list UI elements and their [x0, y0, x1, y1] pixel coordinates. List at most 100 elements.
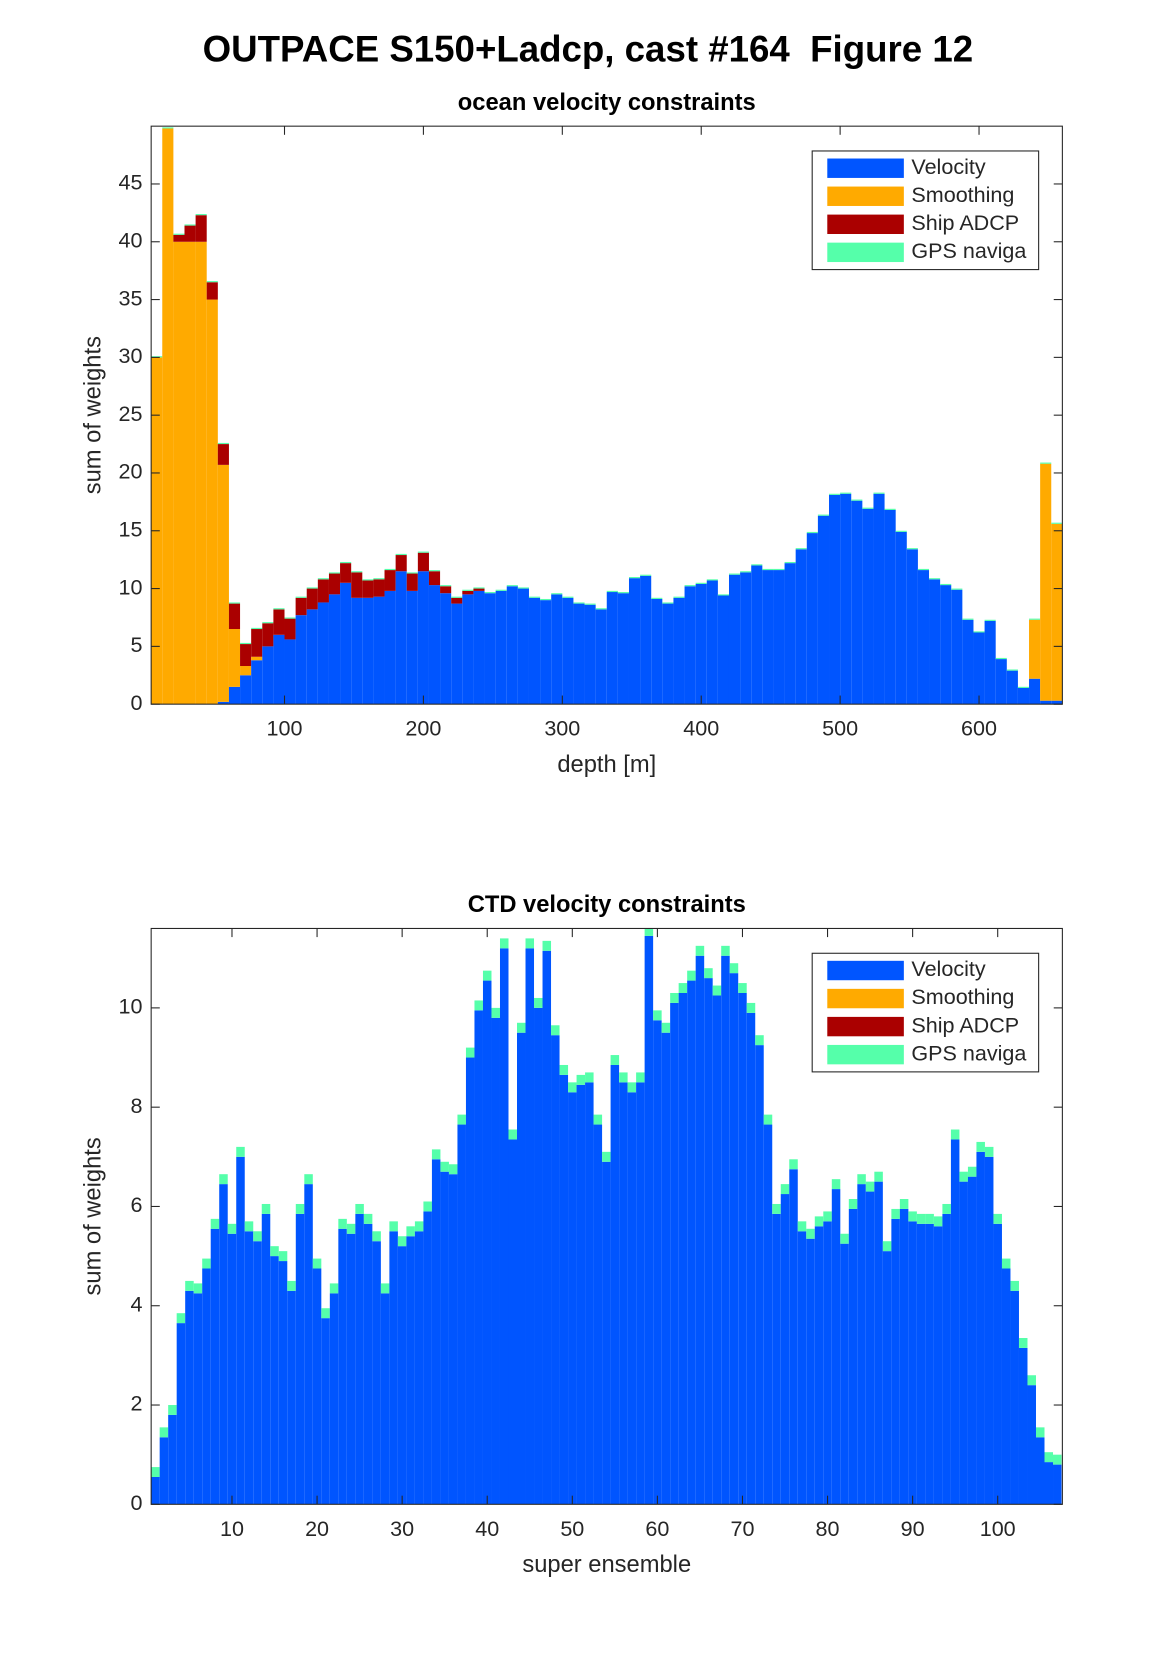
bar-segment	[451, 596, 463, 598]
bar-segment	[244, 1221, 254, 1232]
bar-segment	[917, 568, 930, 571]
bar-segment	[457, 1114, 466, 1125]
bar-segment	[959, 1171, 968, 1182]
bar-segment	[653, 1020, 662, 1505]
bar-segment	[895, 530, 907, 532]
bar-segment	[380, 1283, 390, 1294]
bar-segment	[284, 618, 296, 640]
bar-segment	[295, 1203, 305, 1214]
bar-segment	[746, 1012, 756, 1505]
bar-segment	[899, 1199, 909, 1209]
bar-segment	[706, 580, 718, 705]
bar-segment	[628, 578, 641, 705]
bar-segment	[916, 1213, 926, 1224]
bar-segment	[506, 586, 518, 705]
bar-segment	[606, 590, 618, 593]
x-tick-label: 100	[267, 716, 303, 741]
x-axis-label: super ensemble	[522, 1552, 691, 1578]
bar-segment	[678, 992, 688, 1505]
bar-segment	[806, 531, 818, 534]
bar-segment	[206, 282, 218, 300]
bar-segment	[173, 241, 185, 705]
bar-segment	[684, 586, 696, 705]
bar-segment	[508, 1139, 518, 1505]
bar-segment	[1040, 462, 1052, 464]
bar-segment	[644, 928, 654, 936]
bar-segment	[755, 1045, 764, 1505]
bar-segment	[610, 1055, 620, 1065]
bar-segment	[219, 1174, 228, 1185]
bar-segment	[228, 603, 241, 630]
bar-segment	[240, 644, 252, 667]
x-tick-label: 40	[475, 1516, 499, 1541]
bar-segment	[728, 574, 741, 705]
bar-segment	[762, 568, 774, 571]
bar-segment	[687, 980, 696, 1505]
bar-segment	[678, 983, 688, 993]
bar-segment	[417, 571, 429, 705]
bar-segment	[797, 1231, 807, 1505]
bar-segment	[576, 1084, 586, 1505]
bars	[151, 127, 1063, 705]
bar-segment	[251, 627, 263, 630]
bar-segment	[773, 570, 785, 705]
bar-segment	[976, 1151, 985, 1505]
bar-segment	[278, 1261, 288, 1505]
bar-segment	[1044, 1452, 1054, 1463]
bar-segment	[1001, 1268, 1011, 1505]
bar-segment	[973, 631, 985, 633]
bar-segment	[1053, 1464, 1062, 1505]
bar-segment	[351, 597, 363, 705]
chart-title: ocean velocity constraints	[458, 90, 756, 116]
bar-segment	[448, 1164, 458, 1175]
x-tick-label: 60	[645, 1516, 669, 1541]
bar-segment	[284, 617, 296, 619]
bar-segment	[389, 1221, 398, 1232]
bar-segment	[355, 1203, 364, 1214]
legend-label: Smoothing	[911, 984, 1014, 1009]
bar-segment	[967, 1176, 977, 1505]
bar-segment	[738, 992, 747, 1505]
bar-segment	[559, 1074, 569, 1505]
y-tick-label: 35	[119, 285, 143, 310]
bar-segment	[884, 508, 896, 510]
bar-segment	[773, 568, 785, 571]
x-tick-label: 30	[390, 1516, 414, 1541]
bar-segment	[712, 995, 722, 1505]
bar-segment	[253, 1241, 262, 1505]
bar-segment	[1029, 618, 1041, 620]
bar-segment	[984, 619, 996, 621]
bar-segment	[814, 1216, 824, 1227]
bar-segment	[595, 609, 607, 705]
bar-segment	[351, 572, 363, 598]
bar-segment	[865, 1181, 875, 1192]
bar-segment	[857, 1174, 866, 1185]
bar-segment	[695, 583, 707, 705]
bar-segment	[862, 508, 874, 705]
bar-segment	[1010, 1290, 1019, 1505]
bar-segment	[440, 1171, 449, 1505]
bar-segment	[662, 603, 674, 705]
y-tick-label: 10	[119, 994, 143, 1019]
y-tick-label: 0	[131, 690, 143, 715]
bar-segment	[763, 1114, 773, 1125]
bar-segment	[899, 1208, 909, 1505]
bar-segment	[321, 1318, 330, 1505]
bar-segment	[925, 1223, 934, 1505]
bar-segment	[993, 1213, 1002, 1224]
bar-segment	[397, 1236, 407, 1247]
bar-segment	[584, 603, 596, 605]
bar-segment	[780, 1184, 790, 1195]
bar-segment	[762, 570, 774, 705]
legend-label: Velocity	[911, 956, 985, 981]
bar-segment	[740, 571, 752, 573]
bar-segment	[823, 1221, 832, 1505]
bar-segment	[706, 579, 718, 581]
bar-segment	[210, 1228, 220, 1505]
bar-segment	[240, 642, 252, 645]
bar-segment	[568, 1082, 577, 1093]
bar-segment	[573, 603, 585, 705]
bar-segment	[428, 571, 441, 586]
bar-segment	[517, 587, 529, 589]
